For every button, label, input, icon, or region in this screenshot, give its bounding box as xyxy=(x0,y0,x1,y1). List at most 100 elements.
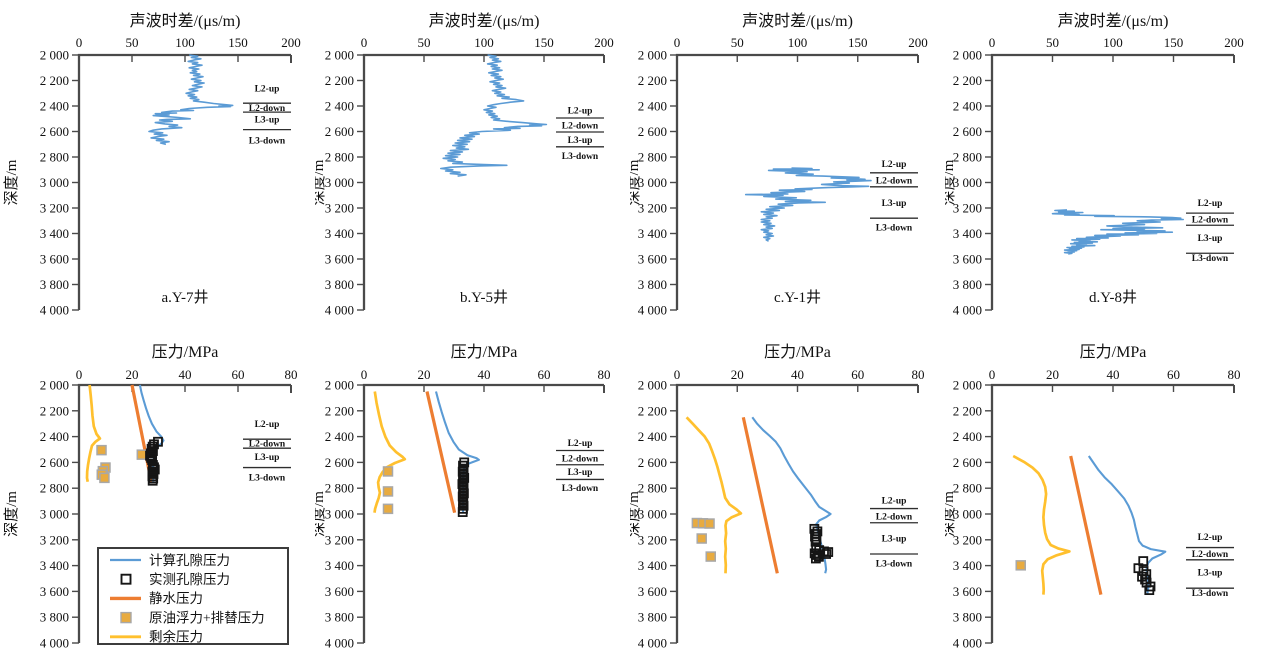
chart-sonic-y1: 声波时差/(μs/m) 0 50 100 150 200 2 000 2 200 2 400 2 … xyxy=(625,0,945,336)
y-tick-label: 3 000 xyxy=(325,507,354,522)
x-tick-label: 20 xyxy=(731,367,744,382)
chart-pressure-y7: 压力/MPa 0 20 40 60 80 2 000 2 200 2 400 2 600 2 800… xyxy=(0,336,315,671)
x-tick-label: 80 xyxy=(912,367,925,382)
y-axis-title: 深度/m xyxy=(630,491,642,537)
axis-frame xyxy=(990,383,1234,643)
measured-point xyxy=(458,463,469,474)
y-axis-title: 深度/m xyxy=(315,491,327,537)
layer-label: L2-down xyxy=(249,440,286,450)
y-tick-label: 2 200 xyxy=(638,403,667,418)
y-tick-label: 2 800 xyxy=(40,481,69,496)
measured-point xyxy=(810,531,820,542)
layer-label: L3-up xyxy=(1198,569,1223,579)
x-tick-label: 150 xyxy=(534,35,554,50)
series-line xyxy=(85,384,102,483)
pressure-y1-plot: 压力/MPa 0 20 40 60 80 2 000 2 200 2 400 2 600 2 800… xyxy=(625,343,925,651)
y-tick-label: 2 000 xyxy=(325,378,354,393)
x-tick-label: 200 xyxy=(908,35,928,50)
measured-point xyxy=(813,551,824,562)
layer-label: L2-up xyxy=(882,496,907,506)
buoyancy-point xyxy=(96,444,107,456)
y-tick-label: 2 600 xyxy=(40,455,69,470)
x-tick-label: 60 xyxy=(538,367,551,382)
y-tick-label: 3 600 xyxy=(325,252,354,267)
layer-label: L2-up xyxy=(568,106,593,116)
measured-point xyxy=(1144,585,1155,596)
layer-label: L2-up xyxy=(255,420,280,430)
x-tick-label: 200 xyxy=(1224,35,1244,50)
y-tick-label: 3 000 xyxy=(40,507,69,522)
y-tick-label: 3 600 xyxy=(953,584,982,599)
layer-label: L3-down xyxy=(876,224,913,234)
y-tick-label: 3 400 xyxy=(953,558,982,573)
y-tick-label: 2 800 xyxy=(953,481,982,496)
layer-label: L3-down xyxy=(1192,589,1229,599)
y-tick-label: 2 400 xyxy=(325,429,354,444)
y-tick-label: 3 800 xyxy=(325,277,354,292)
y-tick-label: 2 400 xyxy=(40,99,69,114)
y-tick-label: 2 600 xyxy=(638,124,667,139)
layer-label: L3-down xyxy=(1192,254,1229,264)
y-tick-label: 2 400 xyxy=(953,429,982,444)
layer-label: L2-up xyxy=(1198,199,1223,209)
y-tick-label: 2 000 xyxy=(40,48,69,63)
x-tick-label: 80 xyxy=(598,367,611,382)
layer-label: L2-down xyxy=(562,454,599,464)
legend-filled-square-swatch xyxy=(120,611,132,624)
x-tick-label: 20 xyxy=(126,367,139,382)
layer-label: L3-down xyxy=(249,474,286,484)
x-tick-label: 200 xyxy=(281,35,301,50)
y-tick-label: 2 600 xyxy=(953,455,982,470)
layer-label: L2-down xyxy=(876,176,913,186)
x-tick-label: 0 xyxy=(361,35,368,50)
axis-frame xyxy=(362,53,604,310)
y-tick-label: 2 200 xyxy=(325,73,354,88)
y-tick-label: 2 000 xyxy=(638,378,667,393)
y-tick-label: 2 400 xyxy=(325,99,354,114)
layer-label: L2-down xyxy=(1192,550,1229,560)
x-tick-label: 150 xyxy=(848,35,868,50)
layer-label: L3-up xyxy=(882,534,907,544)
y-tick-label: 2 800 xyxy=(953,150,982,165)
y-tick-label: 2 000 xyxy=(638,48,667,63)
y-tick-label: 2 200 xyxy=(325,403,354,418)
x-tick-label: 150 xyxy=(228,35,248,50)
y-tick-label: 3 000 xyxy=(953,175,982,190)
y-tick-label: 4 000 xyxy=(325,303,354,318)
y-tick-label: 3 800 xyxy=(40,610,69,625)
y-axis-title: 深度/m xyxy=(630,159,642,205)
y-tick-label: 2 800 xyxy=(325,150,354,165)
y-tick-label: 3 200 xyxy=(638,201,667,216)
y-tick-label: 3 600 xyxy=(325,584,354,599)
buoyancy-point xyxy=(136,449,148,460)
chart-pressure-y1: 压力/MPa 0 20 40 60 80 2 000 2 200 2 400 2 600 2 800… xyxy=(625,336,945,671)
y-axis-title: 深度/m xyxy=(3,491,20,537)
y-tick-label: 3 800 xyxy=(638,610,667,625)
x-tick-label: 0 xyxy=(76,35,83,50)
buoyancy-point xyxy=(705,551,716,562)
legend-label: 实测孔隙压力 xyxy=(149,572,230,587)
series-line xyxy=(1069,455,1103,595)
y-tick-label: 3 000 xyxy=(953,507,982,522)
layer-label: L2-up xyxy=(882,160,907,170)
y-tick-label: 2 400 xyxy=(638,99,667,114)
y-tick-label: 2 000 xyxy=(40,378,69,393)
axis-frame xyxy=(990,53,1234,310)
sonic-y5-plot: 声波时差/(μs/m) 0 50 100 150 200 2 000 2 200 2 400 2 … xyxy=(310,12,614,318)
y-tick-label: 4 000 xyxy=(40,303,69,318)
x-tick-label: 80 xyxy=(285,367,298,382)
y-tick-label: 3 600 xyxy=(638,252,667,267)
series-line xyxy=(1051,209,1184,255)
y-tick-label: 3 200 xyxy=(325,532,354,547)
x-tick-label: 50 xyxy=(731,35,744,50)
x-tick-label: 0 xyxy=(674,35,681,50)
y-tick-label: 3 000 xyxy=(638,507,667,522)
x-axis-title: 声波时差/(μs/m) xyxy=(130,12,241,30)
y-tick-label: 2 800 xyxy=(40,150,69,165)
layer-label: L3-up xyxy=(568,136,593,146)
y-tick-label: 3 400 xyxy=(638,558,667,573)
measured-point xyxy=(457,479,468,489)
x-axis-title: 压力/MPa xyxy=(764,343,831,361)
x-tick-label: 100 xyxy=(1103,35,1123,50)
legend-label: 计算孔隙压力 xyxy=(149,553,230,568)
